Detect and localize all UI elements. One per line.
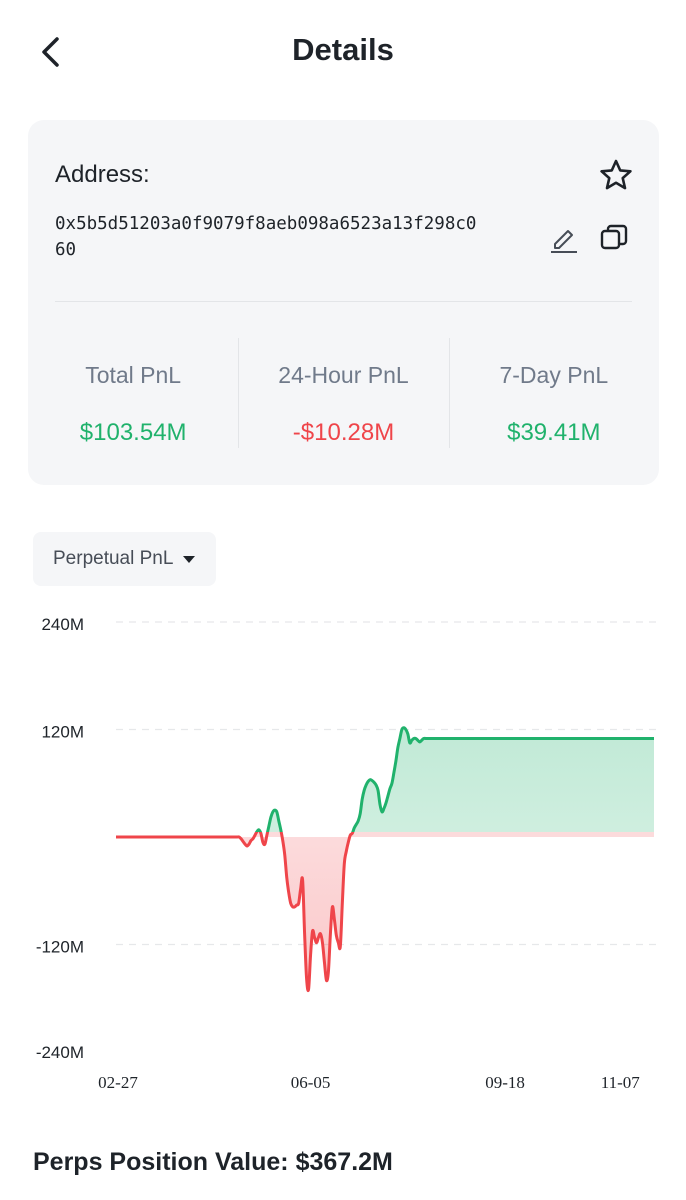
dropdown-label: Perpetual PnL [53, 548, 174, 569]
edit-address-button[interactable] [548, 222, 580, 254]
star-icon [600, 159, 632, 190]
y-tick-label: 120M [41, 723, 84, 742]
card-divider [55, 301, 632, 302]
stat-label: Total PnL [85, 362, 182, 388]
perps-position-value: Perps Position Value: $367.2M [33, 1148, 393, 1177]
pnl-stats: Total PnL $103.54M 24-Hour PnL -$10.28M … [28, 338, 659, 448]
favorite-button[interactable] [599, 158, 633, 192]
header: Details [0, 0, 686, 104]
stat-7d-pnl: 7-Day PnL $39.41M [448, 338, 659, 448]
page-title: Details [292, 32, 394, 67]
address-label: Address: [55, 161, 150, 188]
positive-area [256, 727, 654, 832]
wallet-address: 0x5b5d51203a0f9079f8aeb098a6523a13f298c0… [55, 214, 477, 260]
stat-value: $103.54M [79, 419, 187, 446]
pnl-type-dropdown[interactable]: Perpetual PnL [33, 532, 216, 586]
y-tick-label: -240M [36, 1043, 84, 1062]
copy-address-button[interactable] [598, 222, 630, 254]
pnl-line-positive [254, 726, 654, 832]
caret-down-icon [183, 555, 196, 563]
x-tick-label: 11-07 [601, 1073, 641, 1092]
pnl-chart: 240M 120M -120M -240M 02-27 06-05 09-18 11-07 [36, 615, 662, 1092]
x-tick-label: 02-27 [98, 1073, 138, 1092]
pnl-line-negative [116, 832, 355, 993]
stat-label: 24-Hour PnL [278, 362, 409, 388]
edit-icon [551, 230, 577, 253]
stat-value: $39.41M [507, 419, 601, 446]
stat-24h-pnl: 24-Hour PnL -$10.28M [238, 338, 448, 448]
perps-value: $367.2M [295, 1148, 393, 1176]
stat-value: -$10.28M [292, 419, 395, 446]
copy-icon [600, 224, 628, 250]
x-tick-label: 06-05 [291, 1073, 331, 1092]
back-button[interactable] [30, 30, 70, 74]
y-tick-label: 240M [41, 615, 84, 634]
y-tick-label: -120M [36, 938, 84, 957]
x-tick-label: 09-18 [485, 1073, 525, 1092]
perps-label: Perps Position Value: [33, 1148, 289, 1176]
chevron-left-icon [42, 37, 59, 67]
address-card: Address: 0x5b5d51203a0f9079f8aeb098a6523… [28, 120, 659, 485]
stat-label: 7-Day PnL [499, 362, 609, 388]
stat-total-pnl: Total PnL $103.54M [28, 338, 238, 448]
